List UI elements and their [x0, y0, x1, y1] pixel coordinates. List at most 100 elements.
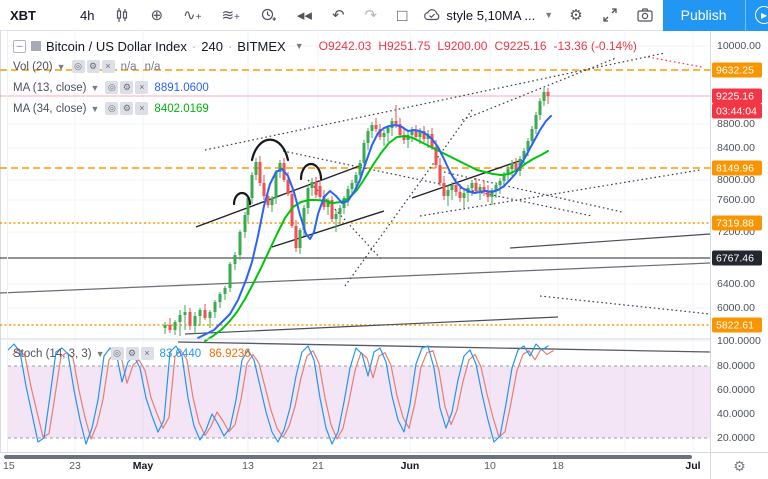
indicator-controls: ◎ ⚙ ×: [110, 347, 154, 360]
indicator-value: n/a: [144, 60, 161, 73]
ohlc-open: O9242.03: [318, 39, 372, 53]
interval-label: 4h: [80, 7, 95, 23]
gear-icon[interactable]: ⚙: [120, 102, 134, 115]
eye-icon[interactable]: ◎: [105, 102, 119, 115]
close-icon[interactable]: ×: [135, 102, 149, 115]
price-axis[interactable]: 10000.00 8800.00 8400.00 8000.00 7600.00 7200…: [710, 31, 768, 452]
gear-icon[interactable]: ⚙: [86, 60, 100, 73]
price-tick-label: 8000.00: [717, 174, 755, 186]
fullscreen-button[interactable]: [593, 0, 627, 31]
gear-icon[interactable]: ⚙: [120, 81, 134, 94]
symbol-exchange: BITMEX: [237, 38, 286, 54]
ohlc-close: C9225.16: [494, 39, 547, 53]
chevron-down-icon[interactable]: ▼: [294, 41, 304, 51]
gear-icon: ⚙: [569, 6, 583, 24]
indicator-legend-rows: Vol (20) ▼ ◎ ⚙ × n/a n/a MA (13, close) ▼ ◎ ⚙ × 8891…: [13, 56, 637, 119]
price-tick-label: 60.0000: [717, 384, 755, 396]
indicator-row: MA (13, close) ▼ ◎ ⚙ × 8891.0600: [13, 77, 637, 98]
redo-button[interactable]: ↷: [355, 0, 388, 31]
indicator-value: 8891.0600: [154, 81, 209, 94]
time-tick-label: Jul: [685, 460, 701, 472]
chart-style-button[interactable]: [104, 0, 140, 31]
layout-button[interactable]: □: [387, 0, 417, 31]
compare-button[interactable]: ⊕: [140, 0, 173, 31]
ohlc-high: H9251.75: [378, 39, 431, 53]
indicator-value: n/a: [120, 60, 137, 73]
settings-button[interactable]: ⚙: [559, 0, 592, 31]
time-tick-label: 13: [242, 460, 254, 472]
indicator-name[interactable]: MA (13, close): [13, 81, 87, 94]
alert-button[interactable]: [250, 0, 287, 31]
time-tick-label: May: [132, 460, 154, 472]
indicator-row: MA (34, close) ▼ ◎ ⚙ × 8402.0169: [13, 98, 637, 119]
time-tick-label: Jun: [400, 460, 420, 472]
undo-button[interactable]: ↶: [322, 0, 355, 31]
layout-icon: □: [397, 5, 408, 25]
price-tick-label: 8800.00: [717, 118, 755, 130]
chart-mini-icon: [31, 41, 41, 51]
symbol-title[interactable]: Bitcoin / US Dollar Index: [46, 38, 187, 54]
indicator-values: n/a n/a: [121, 61, 161, 73]
stoch-k-value: 83.6440: [159, 347, 202, 360]
stoch-d-value: 86.9236: [209, 347, 251, 360]
close-icon[interactable]: ×: [101, 60, 115, 73]
ohlc-values: O9242.03 H9251.75 L9200.00 C9225.16 -13.…: [319, 39, 637, 53]
templates-button[interactable]: ≋+: [211, 0, 249, 31]
load-layout-button[interactable]: style 5,10MA ... ▼: [417, 0, 559, 31]
price-tick-label: 80.0000: [717, 360, 755, 372]
symbol-resolution: 240: [201, 38, 223, 54]
interval-button[interactable]: 4h: [70, 0, 104, 31]
gear-icon[interactable]: ⚙: [125, 347, 139, 360]
price-badge: 8149.96: [712, 160, 762, 176]
close-icon[interactable]: ×: [135, 81, 149, 94]
indicator-name[interactable]: Vol (20): [13, 60, 53, 73]
close-icon[interactable]: ×: [140, 347, 154, 360]
indicators-button[interactable]: ∿+: [173, 0, 211, 31]
rewind-icon: ◂◂: [296, 6, 312, 24]
indicator-row: Vol (20) ▼ ◎ ⚙ × n/a n/a: [13, 56, 637, 77]
axis-settings-button[interactable]: ⚙: [710, 452, 768, 479]
publish-group: Publish ▶: [662, 0, 768, 31]
alert-clock-icon: [260, 7, 277, 23]
eye-icon[interactable]: ◎: [110, 347, 124, 360]
title-dot: ·: [227, 38, 233, 54]
symbol-button[interactable]: XBT: [0, 0, 70, 31]
title-dot: ·: [191, 38, 197, 54]
price-tick-label: 10000.00: [717, 40, 761, 52]
compare-icon: ⊕: [150, 6, 164, 24]
ohlc-change: -13.36 (-0.14%): [553, 39, 637, 53]
price-tick-label: 7600.00: [717, 194, 755, 206]
gear-icon: ⚙: [733, 457, 746, 474]
time-axis[interactable]: 15 23 May 13 21 Jun 10 18 Jul: [0, 452, 768, 479]
price-tick-label: 20.0000: [717, 432, 755, 444]
publish-button[interactable]: Publish: [662, 0, 745, 31]
price-tick-label: 100.0000: [717, 335, 761, 347]
fullscreen-icon: [602, 8, 617, 22]
main-legend: – Bitcoin / US Dollar Index · 240 · BITM…: [13, 36, 637, 119]
templates-icon: ≋+: [221, 6, 240, 24]
price-badge: 5822.61: [712, 317, 762, 333]
top-toolbar: XBT 4h ⊕ ∿+ ≋+ ◂◂ ↶ ↷ □ style 5,10MA ...: [0, 0, 768, 31]
price-tick-label: 8400.00: [717, 142, 755, 154]
stoch-indicator-name[interactable]: Stoch (14, 3, 3): [13, 347, 92, 360]
eye-icon[interactable]: ◎: [71, 60, 85, 73]
time-scrollbar[interactable]: [4, 455, 692, 459]
eye-icon[interactable]: ◎: [105, 81, 119, 94]
symbol-label: XBT: [10, 7, 36, 23]
time-tick-label: 10: [484, 460, 496, 472]
collapse-pane-button[interactable]: –: [13, 39, 26, 53]
time-tick-label: 23: [69, 460, 81, 472]
time-tick-label: 21: [312, 460, 324, 472]
price-badge: 6767.46: [712, 250, 762, 266]
indicator-values: 8891.0600: [154, 82, 208, 94]
camera-icon: [637, 8, 653, 22]
indicator-name[interactable]: MA (34, close): [13, 102, 87, 115]
publish-idea-menu-button[interactable]: ▶: [744, 0, 768, 31]
replay-button[interactable]: ◂◂: [287, 0, 322, 31]
price-badge: 9225.16: [712, 88, 762, 104]
chevron-down-icon: ▼: [90, 82, 100, 93]
snapshot-button[interactable]: [627, 0, 663, 31]
stoch-legend: Stoch (14, 3, 3) ▼ ◎ ⚙ × 83.6440 86.9236: [13, 343, 251, 364]
